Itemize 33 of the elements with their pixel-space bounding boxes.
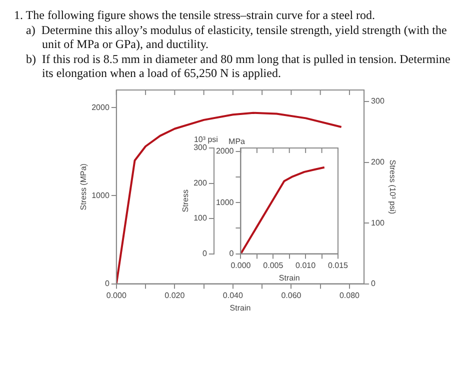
y2-tick-label: 0: [202, 249, 208, 258]
x-axis-title: Strain: [278, 273, 300, 282]
y-tick-label: 0: [229, 249, 234, 258]
y-tick-label: 1000: [216, 198, 234, 207]
y2-tick-label: 0: [371, 279, 376, 288]
y2-tick-label: 100: [371, 218, 385, 228]
y2-tick-label: 200: [194, 178, 208, 188]
x-axis-title: Strain: [230, 303, 251, 312]
chart-title: 1. The following figure shows the tensile stress–strain curve for a steel rod.: [14, 8, 376, 22]
y-axis-title: MPa: [228, 137, 246, 146]
x-tick-label: 0.010: [296, 260, 316, 270]
y2-tick-label: 300: [371, 96, 385, 106]
text: b) If this rod is 8.5 mm in diameter and 80 mm long that is pulled in tension. Determine its elongation when a load of 65,250 N is applied.: [25, 52, 452, 80]
y2-tick-label: 200: [371, 158, 385, 166]
y2-axis-title: Stress: [181, 190, 190, 212]
text: a) Determine this alloy’s modulus of elasticity, tensile strength, yield strength (with the unit of MPa or GPa), and ductility.: [25, 22, 448, 52]
x-tick-label: 0.020: [164, 290, 186, 300]
y2-tick-label: 300: [194, 143, 208, 152]
annotation: 10³ psi: [194, 135, 218, 144]
y-tick-label: 2000: [216, 146, 234, 156]
x-tick-label: 0.015: [328, 260, 349, 270]
x-tick-label: 0.060: [281, 290, 302, 300]
y-tick-label: 0: [104, 279, 110, 288]
x-tick-label: 0.000: [230, 260, 252, 270]
y-tick-label: 2000: [92, 102, 110, 112]
y2-tick-label: 100: [194, 214, 208, 223]
x-tick-label: 0.040: [222, 290, 244, 300]
x-tick-label: 0.005: [263, 260, 284, 270]
y-tick-label: 1000: [92, 190, 110, 200]
y-axis-title: Stress (MPa): [79, 163, 88, 210]
y2-axis-title: Stress (10³ psi): [388, 160, 397, 214]
x-tick-label: 0.080: [339, 290, 360, 300]
x-tick-label: 0.000: [106, 290, 127, 300]
